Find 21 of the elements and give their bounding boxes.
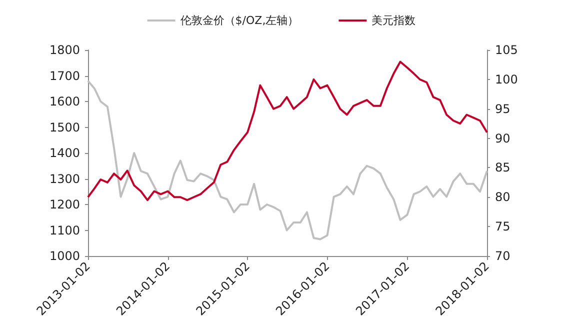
y2-tick-label: 90 — [495, 131, 510, 146]
y2-tick-label: 85 — [495, 160, 510, 175]
y-tick-label: 1700 — [49, 68, 80, 83]
y2-tick-label: 105 — [495, 43, 518, 57]
y-tick-label: 1200 — [49, 198, 80, 212]
y2-tick-label: 75 — [495, 220, 510, 234]
y-tick-label: 1500 — [49, 120, 80, 134]
y-tick-label: 1300 — [49, 172, 80, 186]
y2-tick-label: 80 — [495, 190, 510, 204]
legend-label: 美元指数 — [372, 14, 416, 27]
y-tick-label: 1600 — [49, 94, 80, 108]
y2-tick-label: 95 — [495, 102, 510, 116]
y2-tick-label: 70 — [495, 249, 510, 263]
y-tick-label: 1000 — [49, 249, 80, 263]
line-series — [87, 80, 488, 240]
y-tick-label: 1400 — [49, 146, 80, 160]
y-tick-label: 1100 — [49, 223, 80, 238]
legend-label: 伦敦金价（$/OZ,左轴） — [180, 14, 299, 27]
line-series — [87, 60, 488, 202]
y-tick-label: 1800 — [49, 43, 80, 57]
y2-tick-label: 100 — [495, 72, 518, 86]
